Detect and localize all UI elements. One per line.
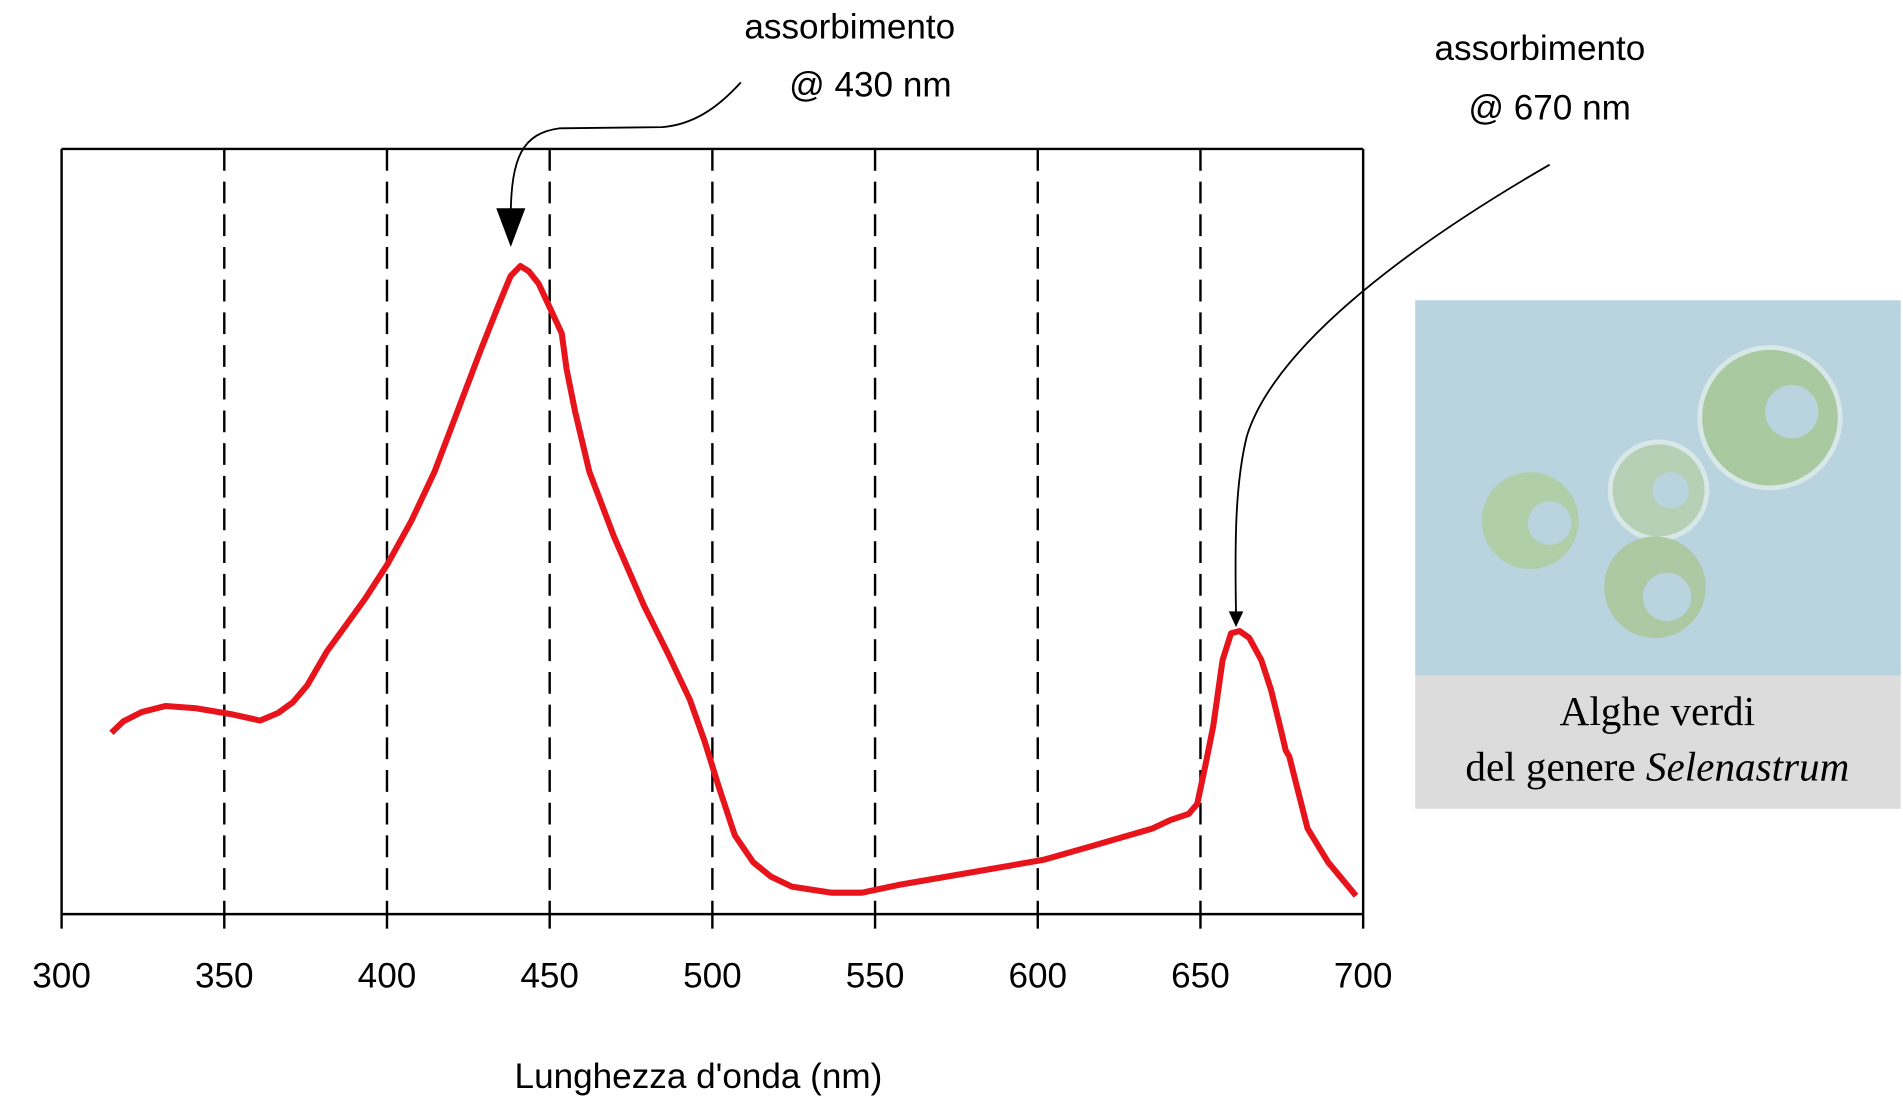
cell-gap (1643, 573, 1691, 621)
data-line (111, 266, 1356, 896)
x-tick-label: 700 (1334, 957, 1393, 996)
chart: assorbimento @ 430 nm assorbimento @ 670… (0, 0, 1903, 1103)
page: {"chart_data": {"type": "line", "xlabel"… (0, 0, 1903, 1103)
annotation: assorbimento (1435, 29, 1646, 68)
cell-gap (1653, 472, 1689, 508)
caption: del genere Selenastrum (1465, 744, 1849, 790)
caption: Alghe verdi (1560, 688, 1755, 734)
arrowhead (1229, 611, 1244, 627)
x-tick-label: 400 (358, 957, 417, 996)
x-tick-label: 350 (195, 957, 254, 996)
x-tick-label: 650 (1171, 957, 1230, 996)
x-tick-label: 550 (846, 957, 905, 996)
annotation: @ 670 nm (1468, 88, 1631, 127)
x-tick-label: 450 (520, 957, 579, 996)
photo: Alghe verdi del genere Selenastrum (1415, 300, 1901, 809)
caption-part: Selenastrum (1646, 744, 1849, 790)
x-tick-label: 500 (683, 957, 742, 996)
x-axis-label: Lunghezza d'onda (nm) (515, 1057, 883, 1096)
x-tick-label: 600 (1008, 957, 1067, 996)
annotation: assorbimento (744, 7, 955, 46)
cell-gap (1528, 501, 1572, 545)
cell-gap (1765, 385, 1818, 438)
caption-part: del genere (1465, 744, 1646, 790)
arrowhead (496, 208, 525, 247)
x-tick-label: 300 (32, 957, 91, 996)
annotation: @ 430 nm (789, 65, 952, 104)
